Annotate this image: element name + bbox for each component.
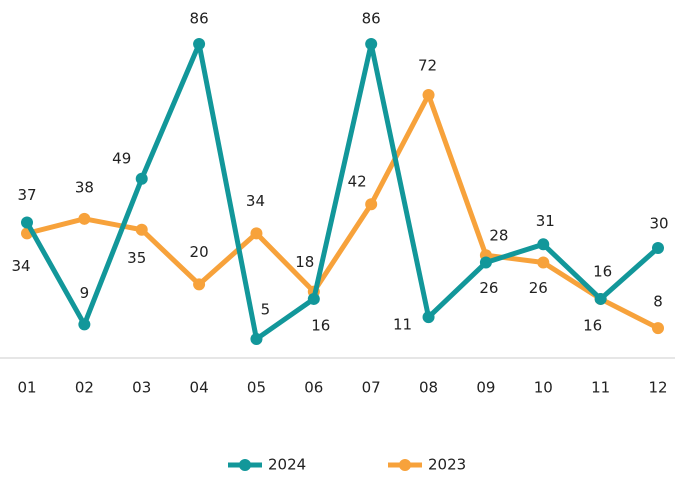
point [78,318,91,331]
data-label: 34 [11,257,30,275]
data-label: 11 [393,316,412,334]
point [479,256,492,269]
data-label: 26 [529,279,548,297]
x-tick-label: 05 [247,379,266,397]
point [537,238,550,251]
x-tick-label: 09 [476,379,495,397]
point [365,198,378,211]
data-label: 18 [295,253,314,271]
x-tick-label: 12 [648,379,667,397]
x-tick-label: 04 [190,379,209,397]
x-tick-label: 11 [591,379,610,397]
point [21,216,33,229]
data-label: 20 [190,243,209,261]
point [537,256,550,269]
point [193,278,206,291]
x-tick-label: 06 [304,379,323,397]
data-label: 72 [418,56,437,74]
x-tick-label: 08 [419,379,438,397]
point [250,333,263,345]
point [193,38,206,50]
data-label: 16 [593,262,612,280]
data-label: 49 [112,149,131,167]
data-label: 37 [17,186,36,204]
data-label: 8 [653,293,663,311]
x-tick-label: 02 [75,379,94,397]
point [135,223,148,236]
data-label: 5 [261,301,271,319]
point [422,88,435,101]
data-label: 42 [348,173,367,191]
point [365,38,378,50]
legend-swatch-marker [399,459,411,471]
data-label: 86 [190,10,209,28]
data-label: 86 [362,10,381,28]
x-tick-label: 07 [362,379,381,397]
legend-label: 2024 [268,456,306,474]
point [652,322,664,335]
point [652,241,664,254]
data-label: 28 [489,227,508,245]
point [135,172,148,185]
data-label: 30 [649,214,668,232]
data-label: 35 [127,249,146,267]
point [307,292,320,305]
data-label: 31 [536,212,555,230]
data-label: 16 [583,316,602,334]
series-line [24,41,660,342]
data-label: 34 [246,192,265,210]
legend-swatch-marker [239,459,251,471]
data-label: 9 [80,284,90,302]
x-tick-label: 10 [534,379,553,397]
series-line [26,92,660,331]
point [594,292,607,305]
data-label: 38 [75,178,94,196]
point [250,227,263,240]
data-label: 26 [479,279,498,297]
point [422,311,435,324]
data-label: 16 [311,316,330,334]
x-tick-label: 03 [132,379,151,397]
point [78,212,91,225]
x-tick-label: 01 [17,379,36,397]
legend-label: 2023 [428,456,466,474]
